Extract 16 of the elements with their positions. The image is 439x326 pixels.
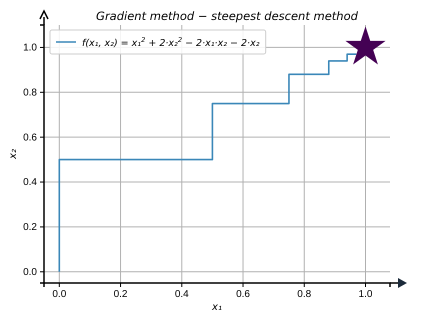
x-tick-label: 0.0 — [52, 289, 67, 300]
y-tick-label: 0.0 — [23, 266, 38, 278]
y-tick-label: 1.0 — [23, 42, 38, 54]
x-tick-label: 0.4 — [174, 289, 190, 300]
y-tick-label: 0.6 — [23, 132, 38, 144]
x-tick-label: 1.0 — [358, 289, 373, 300]
x-axis-title: x₁ — [211, 302, 222, 313]
y-tick-label: 0.4 — [23, 177, 38, 188]
y-tick-label: 0.2 — [23, 222, 38, 234]
legend-label: f(x₁, x₂) = x₁$^{2}$ + 2·x₂$^{2}$ − 2·x₁·x₂ − 2·x₂ — [82, 36, 260, 49]
x-tick-label: 0.8 — [297, 289, 312, 300]
x-tick-label: 0.2 — [114, 289, 128, 300]
y-tick-label: 0.8 — [23, 88, 38, 99]
chart-title: Gradient method − steepest descent method — [96, 9, 359, 23]
x-tick-label: 0.6 — [236, 289, 250, 300]
y-axis-title: x₂ — [8, 149, 19, 160]
